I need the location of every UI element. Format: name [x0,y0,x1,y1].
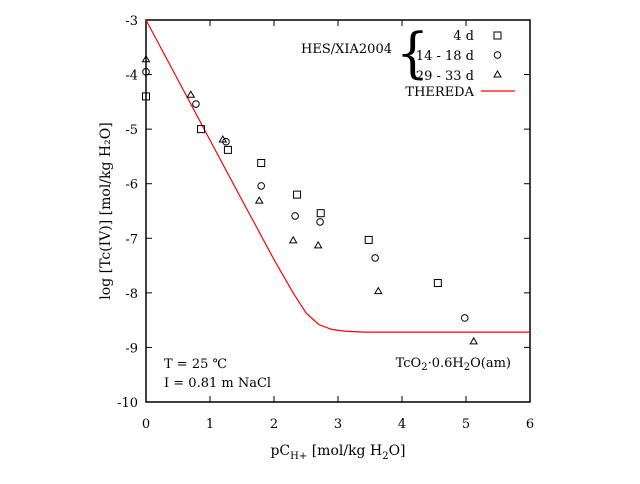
y-axis-label: log [Tc(IV)] [mol/kg H₂O] [98,122,114,299]
y-tick-label: -8 [125,287,138,302]
point-4d [316,209,325,218]
point-4d [293,190,302,199]
annotation-phase: TcO2·0.6H2O(am) [396,356,511,373]
point-29-33d [218,134,228,143]
legend: HES/XIA2004 { 4 d 14 - 18 d 29 - 33 d TH… [301,21,515,100]
x-tick-label: 1 [206,417,214,432]
y-tick-label: -9 [125,341,138,356]
point-29-33d [254,196,264,204]
y-tick-label: -6 [125,178,138,193]
x-tick-label: 5 [462,417,470,432]
x-tick-label: 0 [142,417,150,432]
legend-circle-marker [493,51,502,59]
legend-square-marker [493,31,502,40]
point-14-18d [371,254,379,262]
y-tick-label: -5 [125,123,138,138]
x-tick-label: 6 [526,417,534,432]
point-4d [197,125,206,134]
legend-entry-4d: 4 d [453,29,474,44]
x-tick-label: 3 [334,417,342,432]
point-14-18d [192,100,200,108]
y-tick-label: -10 [117,396,138,411]
y-tick-label: -7 [125,232,138,247]
point-29-33d [288,235,298,244]
legend-triangle-marker [493,70,502,78]
point-14-18d [316,218,324,226]
point-14-18d [291,212,299,220]
annotation-temperature: T = 25 ℃ [164,357,227,372]
point-29-33d [373,286,383,295]
point-14-18d [257,182,266,190]
point-4d [257,158,266,167]
point-29-33d [313,240,323,249]
thereda-line [145,19,530,333]
x-tick-label: 2 [270,417,278,432]
y-tick-label: -4 [125,69,138,84]
point-29-33d [186,90,196,98]
x-tick-label: 4 [398,417,406,432]
point-29-33d [141,54,151,63]
point-4d [433,279,442,288]
point-4d [142,92,150,101]
legend-entry-29-33d: 29 - 33 d [416,69,474,84]
point-14-18d [142,68,150,76]
point-14-18d [460,314,469,322]
point-29-33d [469,336,479,345]
point-4d [364,235,373,244]
legend-entry-14-18d: 14 - 18 d [416,49,474,64]
y-tick-label: -3 [125,14,138,29]
legend-entry-thereda: THEREDA [405,85,474,100]
legend-group-label: HES/XIA2004 [301,42,392,57]
point-4d [223,145,232,154]
legend-brace: { [396,21,429,84]
annotation-ionic-strength: I = 0.81 m NaCl [164,376,271,391]
x-axis-label: pCH+ [mol/kg H2O] [270,443,405,462]
